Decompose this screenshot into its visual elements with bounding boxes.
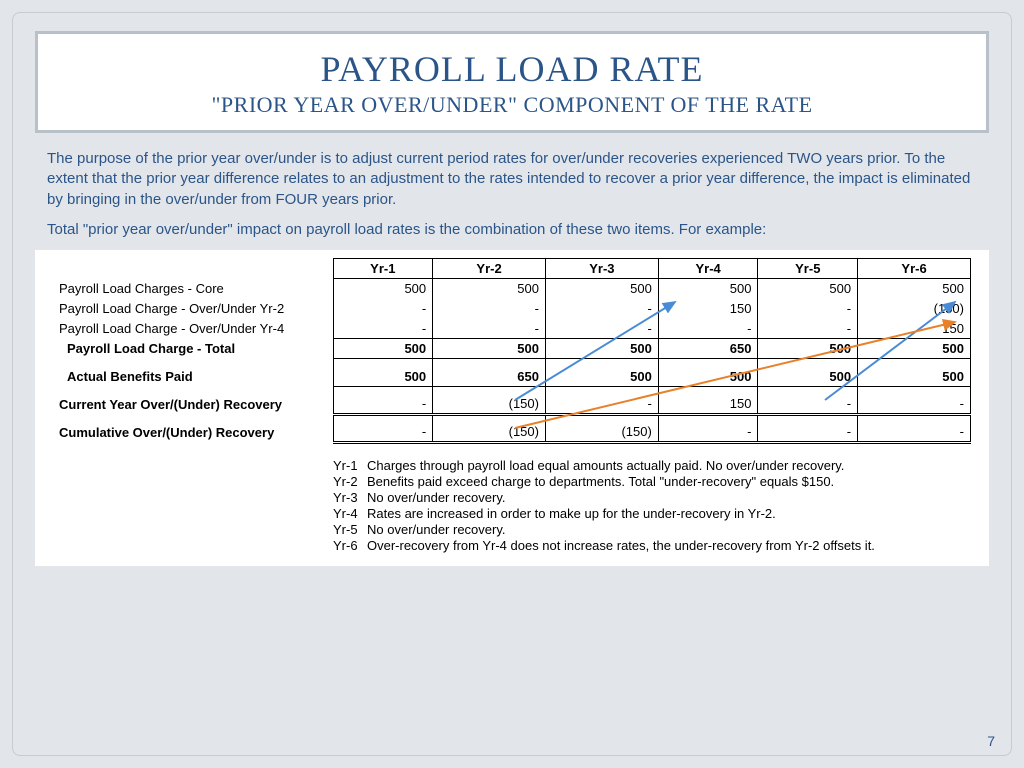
row-ou-yr4: Payroll Load Charge - Over/Under Yr-4 - … <box>53 319 971 339</box>
note-yr3: Yr-3No over/under recovery. <box>333 490 971 505</box>
header-blank <box>53 259 333 279</box>
table-header-row: Yr-1 Yr-2 Yr-3 Yr-4 Yr-5 Yr-6 <box>53 259 971 279</box>
intro-text: The purpose of the prior year over/under… <box>47 149 977 240</box>
note-yr4: Yr-4Rates are increased in order to make… <box>333 506 971 521</box>
page-number: 7 <box>987 733 995 749</box>
row-core: Payroll Load Charges - Core 500 500 500 … <box>53 279 971 299</box>
col-yr5: Yr-5 <box>758 259 858 279</box>
row-actual: Actual Benefits Paid 500 650 500 500 500… <box>53 367 971 387</box>
title-subtitle: "PRIOR YEAR OVER/UNDER" COMPONENT OF THE… <box>58 92 966 118</box>
row-current: Current Year Over/(Under) Recovery - (15… <box>53 395 971 415</box>
row-total: Payroll Load Charge - Total 500 500 500 … <box>53 339 971 359</box>
slide-frame: PAYROLL LOAD RATE "PRIOR YEAR OVER/UNDER… <box>12 12 1012 756</box>
col-yr4: Yr-4 <box>658 259 758 279</box>
note-yr1: Yr-1Charges through payroll load equal a… <box>333 458 971 473</box>
spacer-3 <box>53 415 971 423</box>
note-yr2: Yr-2Benefits paid exceed charge to depar… <box>333 474 971 489</box>
row-ou-yr2: Payroll Load Charge - Over/Under Yr-2 - … <box>53 299 971 319</box>
spacer-1 <box>53 359 971 367</box>
note-yr5: Yr-5No over/under recovery. <box>333 522 971 537</box>
paragraph-2: Total "prior year over/under" impact on … <box>47 220 977 240</box>
title-box: PAYROLL LOAD RATE "PRIOR YEAR OVER/UNDER… <box>35 31 989 133</box>
note-yr6: Yr-6Over-recovery from Yr-4 does not inc… <box>333 538 971 553</box>
spacer-2 <box>53 387 971 395</box>
row-cumulative: Cumulative Over/(Under) Recovery - (150)… <box>53 423 971 443</box>
year-notes: Yr-1Charges through payroll load equal a… <box>333 458 971 553</box>
col-yr1: Yr-1 <box>333 259 433 279</box>
title-main: PAYROLL LOAD RATE <box>58 48 966 90</box>
paragraph-1: The purpose of the prior year over/under… <box>47 149 977 210</box>
example-table-container: Yr-1 Yr-2 Yr-3 Yr-4 Yr-5 Yr-6 Payroll Lo… <box>35 250 989 566</box>
payroll-table: Yr-1 Yr-2 Yr-3 Yr-4 Yr-5 Yr-6 Payroll Lo… <box>53 258 971 444</box>
col-yr3: Yr-3 <box>545 259 658 279</box>
col-yr2: Yr-2 <box>433 259 546 279</box>
col-yr6: Yr-6 <box>858 259 971 279</box>
